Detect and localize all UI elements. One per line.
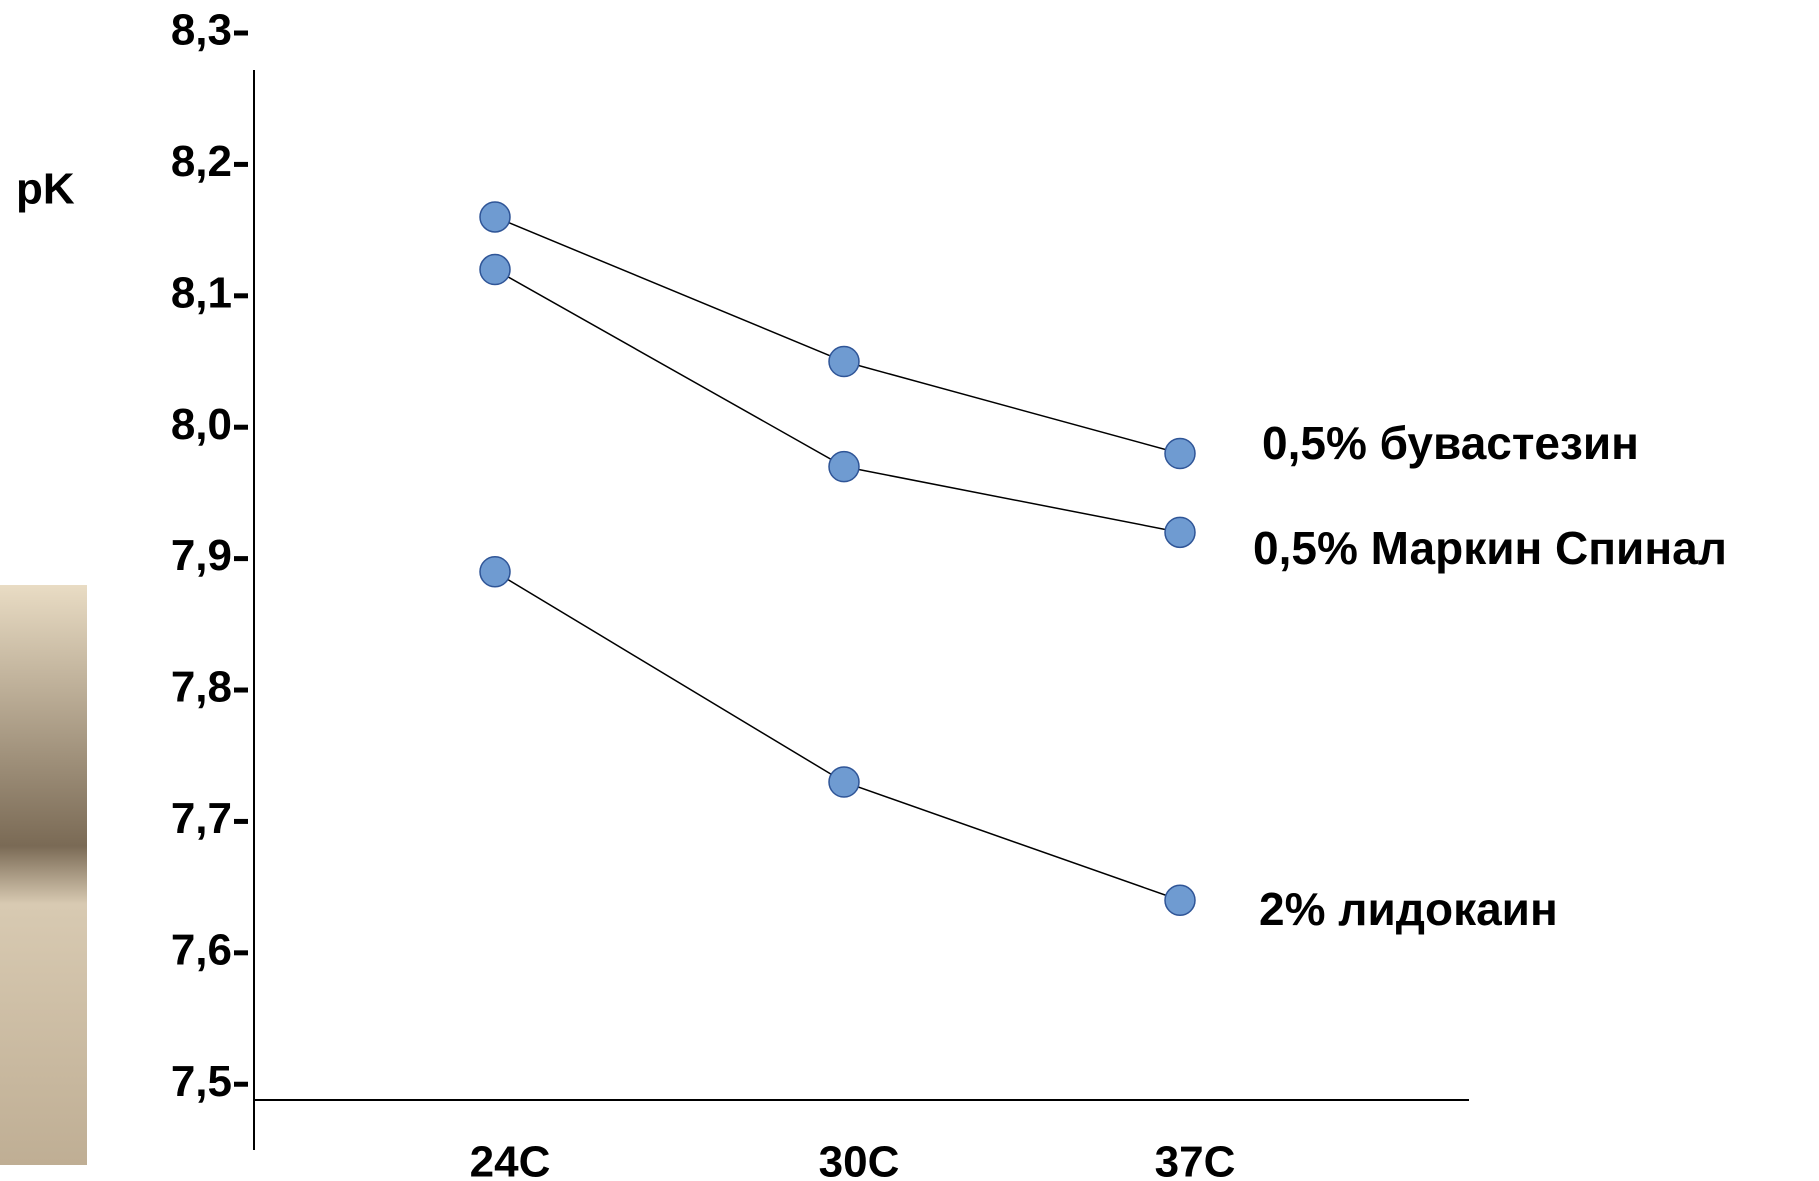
y-tick-label: 8,1 (171, 268, 232, 317)
y-tick-label: 7,8 (171, 663, 232, 712)
series-line (494, 216, 1181, 455)
series-line (494, 268, 1181, 534)
series-label: 0,5% бувастезин (1262, 417, 1639, 469)
data-point (828, 450, 860, 483)
data-point (479, 556, 511, 588)
y-tick-label: 8,0 (171, 400, 232, 449)
y-tick-label: 7,7 (171, 794, 232, 843)
x-tick-label: 24C (470, 1138, 551, 1181)
series-line (494, 571, 1181, 901)
y-tick-label: 7,9 (171, 531, 232, 580)
data-point (828, 766, 860, 798)
data-point (1164, 516, 1196, 549)
y-tick-label: 8,2 (171, 137, 232, 186)
data-point (828, 345, 860, 378)
data-point (1164, 437, 1196, 470)
series-label: 2% лидокаин (1259, 883, 1558, 935)
y-tick-label: 7,5 (171, 1057, 232, 1106)
y-axis-label: pK (16, 165, 75, 214)
y-tick-label: 7,6 (171, 925, 232, 974)
y-tick-label: 8,3 (171, 6, 232, 55)
data-point (479, 253, 511, 286)
background-photo (0, 585, 87, 1165)
series-label: 0,5% Маркин Спинал (1253, 522, 1727, 574)
data-point (1164, 884, 1196, 917)
data-point (479, 201, 511, 233)
x-tick-label: 37C (1155, 1138, 1236, 1181)
x-tick-label: 30C (819, 1138, 900, 1181)
